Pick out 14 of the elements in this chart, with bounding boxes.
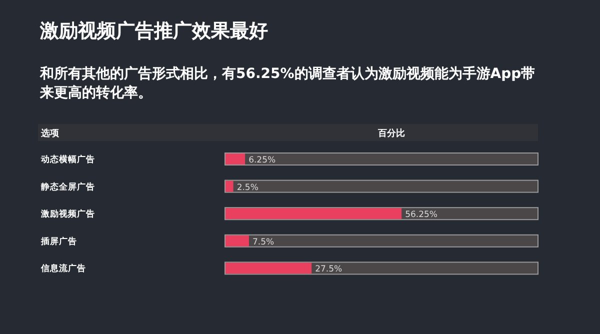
chart-subtitle: 和所有其他的广告形式相比，有56.25%的调查者认为激励视频能为手游App带来更高的转化率。 — [39, 65, 536, 101]
y-tick-label: 插屏广告 — [40, 236, 77, 247]
y-tick-label: 激励视频广告 — [40, 208, 95, 220]
y-tick-label: 动态横幅广告 — [40, 154, 95, 165]
y-tick-label: 静态全屏广告 — [40, 181, 95, 192]
y-axis-title: 选项 — [40, 128, 60, 139]
data-label: 56.25% — [405, 210, 438, 220]
data-label: 27.5% — [315, 264, 342, 275]
y-tick-label: 信息流广告 — [40, 263, 86, 274]
data-label: 7.5% — [252, 237, 274, 248]
data-label: 6.25% — [248, 156, 276, 166]
data-label: 2.5% — [236, 182, 258, 193]
x-axis-title: 百分比 — [377, 128, 405, 139]
chart-title: 激励视频广告推广效果最好 — [39, 20, 268, 42]
